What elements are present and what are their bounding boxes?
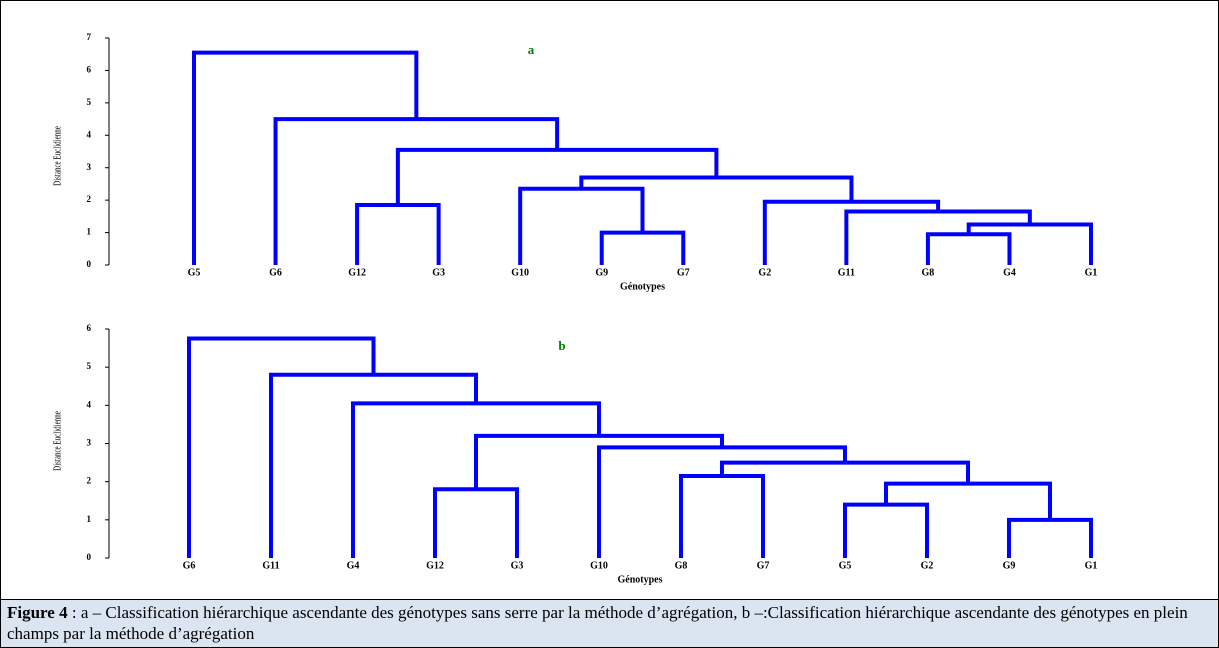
dendrogram-link [599, 230, 686, 265]
y-axis-label: Distance Euclidienne [51, 126, 63, 186]
leaf-label: G4 [347, 560, 360, 571]
leaf-label: G6 [269, 267, 282, 278]
x-axis-label: Génotypes [620, 281, 665, 292]
leaf-label: G11 [262, 560, 279, 571]
y-tick-label: 3 [87, 162, 92, 172]
leaf-label: G5 [188, 267, 201, 278]
dendrogram-link [355, 203, 441, 265]
leaf-label: G7 [677, 267, 690, 278]
leaf-label: G10 [590, 560, 608, 571]
leaf-label: G3 [432, 267, 445, 278]
y-tick-label: 7 [87, 32, 92, 42]
y-tick-label: 1 [87, 227, 92, 237]
y-tick-label: 2 [87, 194, 92, 204]
y-tick-label: 0 [87, 552, 92, 562]
y-axis-label: Distance Euclidienne [51, 411, 63, 471]
dendrogram-link [579, 175, 854, 202]
y-tick-label: 5 [87, 361, 92, 371]
dendrogram-link [720, 460, 970, 484]
leaf-label: G8 [922, 267, 935, 278]
dendrogram-link [273, 117, 560, 265]
x-axis-label: Génotypes [618, 574, 663, 585]
leaf-label: G4 [1003, 267, 1016, 278]
chart-title: b [558, 338, 565, 353]
dendrogram-link [884, 481, 1052, 520]
y-tick-label: 6 [87, 64, 92, 74]
leaf-label: G11 [838, 267, 855, 278]
y-tick-label: 4 [87, 129, 92, 139]
leaf-label: G10 [511, 267, 529, 278]
leaf-label: G7 [757, 560, 770, 571]
leaf-label: G9 [595, 267, 608, 278]
dendrogram-link [843, 502, 929, 558]
dendrogram-link [395, 147, 719, 206]
dendrogram-link [597, 445, 847, 558]
dendrogram-link [679, 473, 765, 558]
dendrogram-link [433, 487, 519, 558]
leaf-label: G5 [839, 560, 852, 571]
y-tick-label: 1 [87, 514, 92, 524]
y-tick-label: 6 [87, 323, 92, 333]
leaf-label: G9 [1003, 560, 1016, 571]
leaf-label: G6 [183, 560, 196, 571]
caption-text: : a – Classification hiérarchique ascend… [7, 603, 1188, 643]
leaf-label: G1 [1085, 560, 1098, 571]
dendrogram-link [518, 186, 645, 265]
leaf-label: G8 [675, 560, 688, 571]
leaf-label: G3 [511, 560, 524, 571]
dendrogram-link [966, 222, 1093, 265]
leaf-label: G1 [1085, 267, 1098, 278]
dendrogram-link [192, 50, 419, 265]
caption: Figure 4 : a – Classification hiérarchiq… [1, 599, 1218, 647]
dendrogram-link [844, 209, 1032, 265]
caption-label: Figure 4 [7, 603, 68, 622]
dendrogram-link [187, 336, 376, 558]
y-tick-label: 4 [87, 399, 92, 409]
dendrogram-link [925, 232, 1012, 265]
dendrogram-link [1007, 517, 1093, 558]
y-tick-label: 3 [87, 438, 92, 448]
y-tick-label: 0 [87, 259, 92, 269]
leaf-label: G2 [921, 560, 934, 571]
dendrogram-link [474, 433, 724, 490]
leaf-label: G12 [348, 267, 366, 278]
y-tick-label: 2 [87, 476, 92, 486]
chart-title: a [528, 42, 535, 57]
leaf-label: G2 [758, 267, 771, 278]
y-tick-label: 5 [87, 97, 92, 107]
leaf-label: G12 [426, 560, 444, 571]
